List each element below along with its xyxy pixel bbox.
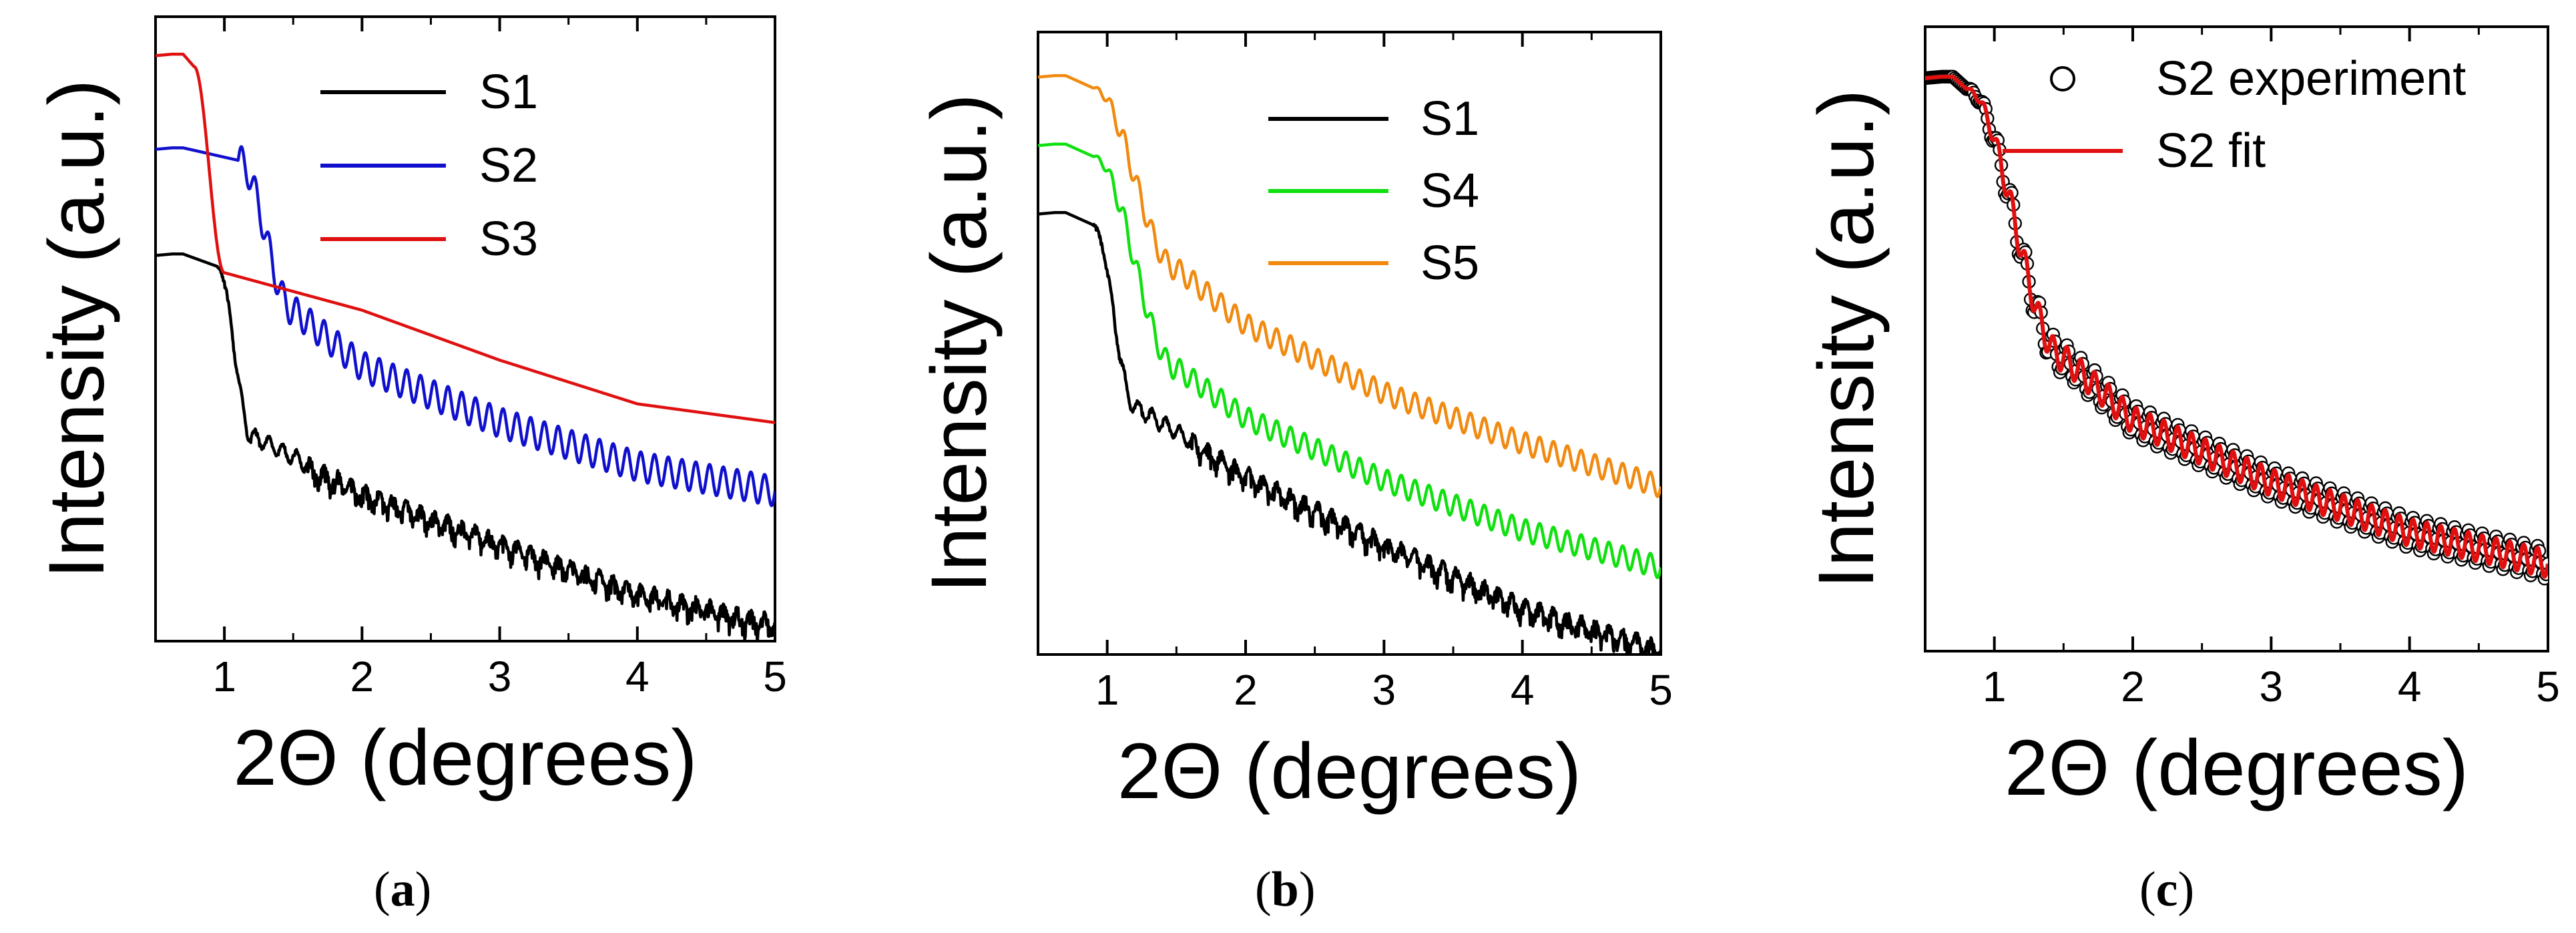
legend: S1 S4 S5 [1268,92,1479,290]
x-tick-label: 1 [1983,663,2007,711]
chart-panel-a: 1 2 3 4 5 2Θ (degrees) Intensity (a.u.) S1 S2 S3 [33,15,787,802]
x-tick-label: 2 [350,652,374,701]
legend-label-s1: S1 [1421,92,1479,146]
plot-frame [1037,31,1662,656]
legend: S2 experiment S2 fit [2003,52,2466,178]
panel-caption-c-letter: c [2155,862,2178,917]
panel-caption-b: (b) [1255,862,1316,917]
x-tick-label: 5 [2536,663,2560,711]
panel-caption-b-letter: b [1271,862,1299,917]
legend-label-s2: S2 [479,139,538,192]
chart-panel-c: 1 2 3 4 5 2Θ (degrees) Intensity (a.u.) S2 expe… [1802,25,2560,812]
x-tick-label: 3 [2260,663,2284,711]
chart-panel-b: 1 2 3 4 5 2Θ (degrees) Intensity (a.u.) S1 S4 S5 [915,31,1673,815]
x-axis-label: 2Θ (degrees) [1117,727,1581,815]
panel-caption-a: (a) [374,862,432,917]
x-tick-label: 2 [2121,663,2145,711]
legend-label-s2-fit: S2 fit [2156,124,2266,178]
x-tick-label: 3 [488,652,512,701]
series-line-s3 [156,52,775,425]
legend-label-s1: S1 [479,65,538,119]
legend-label-s5: S5 [1421,236,1479,290]
x-tick-label: 1 [212,652,236,701]
series-line-s5 [1038,73,1661,498]
legend-marker-s2-experiment [2050,66,2075,91]
x-tick-label: 4 [625,652,650,701]
panel-caption-a-letter: a [390,862,415,917]
series-line-s2 [156,145,775,508]
legend-label-s2-experiment: S2 experiment [2156,52,2466,106]
y-axis-label: Intensity (a.u.) [915,94,1003,593]
panel-caption-c: (c) [2139,862,2195,917]
plot-frame [154,15,776,642]
x-tick-label: 1 [1095,666,1119,714]
x-tick-label: 4 [1511,666,1535,714]
series-line-s1 [156,252,775,641]
y-axis-label: Intensity (a.u.) [33,79,121,579]
legend-label-s4: S4 [1421,164,1479,218]
x-axis-label: 2Θ (degrees) [2005,724,2469,812]
x-tick-label: 3 [1372,666,1396,714]
x-tick-label: 4 [2398,663,2422,711]
x-tick-label: 5 [1649,666,1673,714]
legend-label-s3: S3 [479,212,538,266]
series-line-s4 [1038,142,1661,580]
plot-frame [1924,25,2549,652]
y-axis-label: Intensity (a.u.) [1802,89,1890,589]
series-line-s2-fit [1925,74,2548,579]
x-tick-label: 2 [1234,666,1258,714]
legend: S1 S2 S3 [320,65,538,266]
series-line-s1 [1038,211,1661,655]
x-axis-label: 2Θ (degrees) [233,714,697,802]
x-tick-label: 5 [763,652,787,701]
